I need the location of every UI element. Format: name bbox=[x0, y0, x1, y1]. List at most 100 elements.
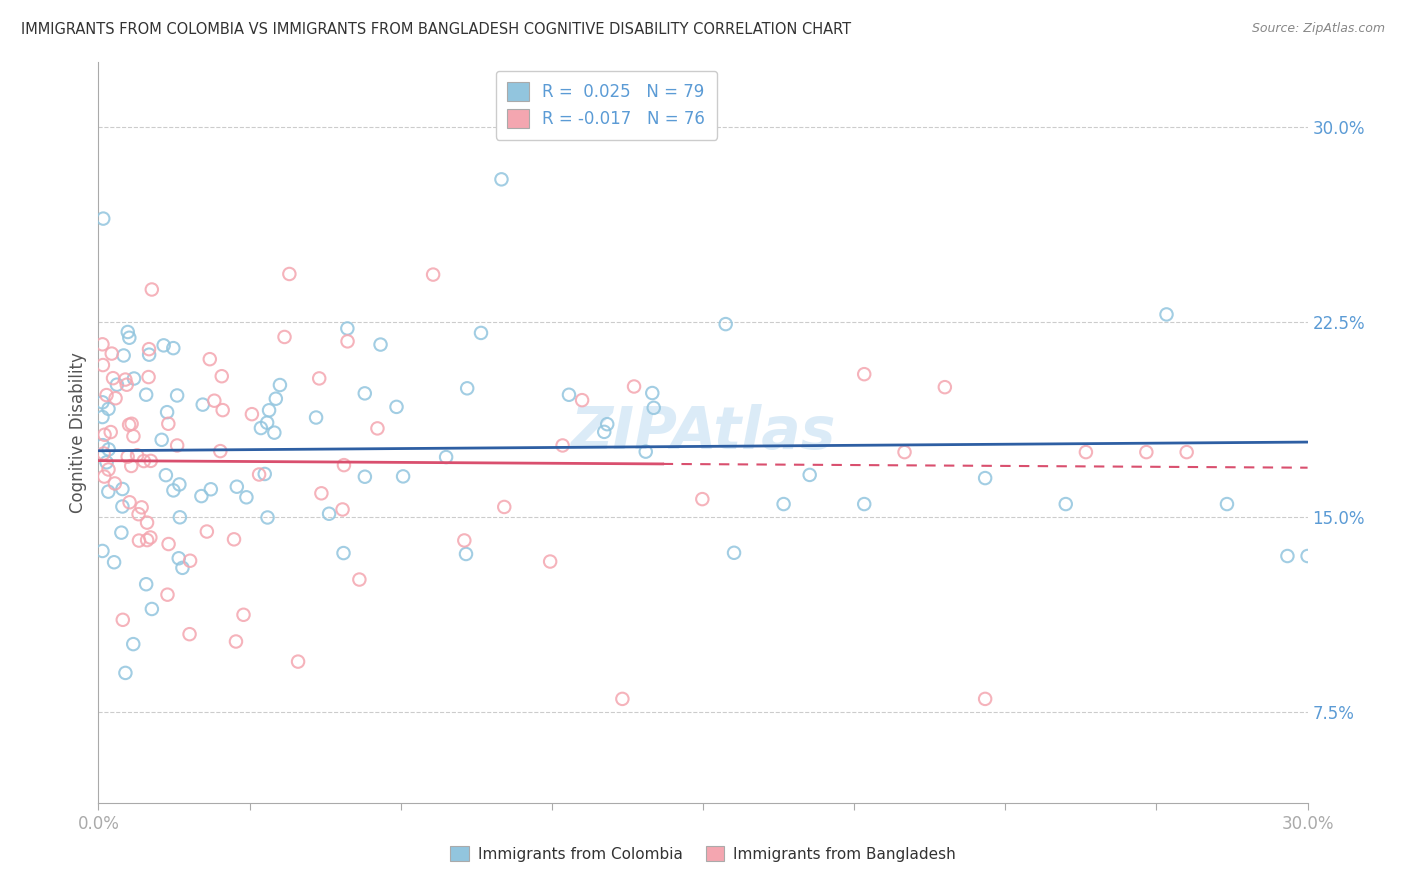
Point bbox=[934, 380, 956, 394]
Point bbox=[101, 371, 124, 385]
Point bbox=[202, 393, 225, 408]
Point bbox=[772, 497, 794, 511]
Point bbox=[138, 348, 160, 362]
Point bbox=[169, 477, 191, 491]
Point bbox=[264, 392, 287, 406]
Point bbox=[596, 417, 619, 432]
Point bbox=[125, 448, 148, 462]
Point bbox=[111, 482, 134, 496]
Point bbox=[157, 417, 180, 431]
Point bbox=[91, 410, 114, 425]
Point bbox=[179, 554, 201, 568]
Point bbox=[714, 317, 737, 331]
Point bbox=[643, 401, 665, 415]
Point bbox=[392, 469, 415, 483]
Point bbox=[97, 462, 120, 476]
Text: IMMIGRANTS FROM COLOMBIA VS IMMIGRANTS FROM BANGLADESH COGNITIVE DISABILITY CORR: IMMIGRANTS FROM COLOMBIA VS IMMIGRANTS F… bbox=[21, 22, 851, 37]
Point bbox=[132, 454, 155, 468]
Point bbox=[97, 401, 120, 416]
Point bbox=[111, 500, 134, 514]
Point bbox=[692, 492, 714, 507]
Point bbox=[287, 655, 309, 669]
Point bbox=[318, 507, 340, 521]
Point bbox=[141, 602, 163, 616]
Point bbox=[209, 444, 232, 458]
Point bbox=[211, 369, 233, 384]
Point bbox=[91, 544, 114, 558]
Point bbox=[453, 533, 475, 548]
Point bbox=[118, 495, 141, 509]
Point bbox=[136, 516, 159, 530]
Point bbox=[105, 377, 128, 392]
Point bbox=[799, 467, 821, 482]
Point bbox=[128, 533, 150, 548]
Point bbox=[278, 267, 301, 281]
Point bbox=[250, 421, 273, 435]
Point bbox=[128, 507, 150, 521]
Point bbox=[172, 561, 194, 575]
Point bbox=[179, 627, 201, 641]
Point bbox=[91, 395, 114, 409]
Point bbox=[131, 500, 153, 515]
Point bbox=[571, 393, 593, 408]
Point bbox=[200, 483, 222, 497]
Point bbox=[723, 546, 745, 560]
Point bbox=[167, 551, 190, 566]
Point bbox=[138, 370, 160, 384]
Point bbox=[198, 352, 221, 367]
Point bbox=[332, 546, 354, 560]
Point bbox=[1216, 497, 1239, 511]
Point bbox=[366, 421, 388, 435]
Point bbox=[93, 427, 115, 442]
Point bbox=[612, 692, 634, 706]
Text: ZIPAtlas: ZIPAtlas bbox=[571, 404, 835, 461]
Point bbox=[354, 469, 377, 483]
Point bbox=[225, 480, 247, 494]
Point bbox=[157, 537, 180, 551]
Point bbox=[97, 484, 120, 499]
Point bbox=[333, 458, 356, 472]
Point bbox=[139, 454, 162, 468]
Point bbox=[641, 386, 664, 401]
Point bbox=[138, 342, 160, 356]
Point bbox=[253, 467, 276, 481]
Point bbox=[118, 417, 141, 432]
Point bbox=[139, 531, 162, 545]
Point bbox=[551, 438, 574, 452]
Point bbox=[100, 425, 122, 439]
Text: Source: ZipAtlas.com: Source: ZipAtlas.com bbox=[1251, 22, 1385, 36]
Point bbox=[456, 381, 478, 395]
Point bbox=[1135, 445, 1157, 459]
Point bbox=[538, 555, 561, 569]
Point bbox=[974, 692, 997, 706]
Point bbox=[91, 337, 114, 351]
Point bbox=[308, 371, 330, 385]
Point bbox=[195, 524, 218, 539]
Point bbox=[336, 321, 359, 335]
Point bbox=[96, 388, 118, 402]
Point bbox=[169, 510, 191, 524]
Point bbox=[263, 425, 285, 440]
Point bbox=[305, 410, 328, 425]
Point bbox=[623, 379, 645, 393]
Point bbox=[434, 450, 457, 464]
Point bbox=[112, 349, 135, 363]
Point bbox=[150, 433, 173, 447]
Point bbox=[273, 330, 295, 344]
Point bbox=[191, 398, 214, 412]
Point bbox=[110, 525, 132, 540]
Point bbox=[257, 403, 280, 417]
Point bbox=[104, 391, 127, 405]
Point bbox=[156, 405, 179, 419]
Point bbox=[235, 491, 257, 505]
Point bbox=[93, 469, 115, 483]
Point bbox=[853, 367, 876, 381]
Point bbox=[120, 458, 142, 473]
Point bbox=[135, 577, 157, 591]
Point bbox=[97, 442, 120, 457]
Point bbox=[114, 373, 136, 387]
Point bbox=[1296, 549, 1319, 563]
Point bbox=[122, 429, 145, 443]
Point bbox=[190, 489, 212, 503]
Legend: R =  0.025   N = 79, R = -0.017   N = 76: R = 0.025 N = 79, R = -0.017 N = 76 bbox=[496, 70, 717, 140]
